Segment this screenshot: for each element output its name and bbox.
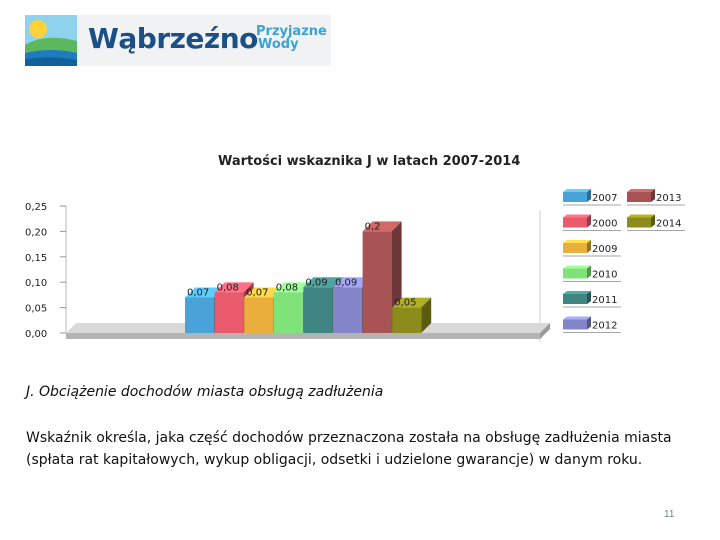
bar-top-2014 <box>392 297 432 308</box>
legend-swatch-top <box>627 189 655 192</box>
legend-swatch-side <box>587 189 591 202</box>
bar-2010 <box>273 292 303 333</box>
legend-swatch-side <box>587 240 591 253</box>
data-label-2014: 0,05 <box>394 298 416 309</box>
bar-2011 <box>303 287 333 333</box>
y-tick-label: 0,05 <box>25 304 47 315</box>
chart-floor-front <box>66 333 540 339</box>
legend-swatch <box>563 268 587 279</box>
logo-tagline-line2: Wody <box>258 37 299 52</box>
legend-swatch <box>563 294 587 304</box>
legend-label-2009: 2009 <box>592 244 617 255</box>
bar-2008 <box>214 292 244 333</box>
bar-chart: 0,00 0,05 0,10 0,15 0,20 0,25 0,07 0,08 0,07 0,08… <box>25 189 685 342</box>
legend-label-2000: 2000 <box>592 219 617 230</box>
data-label-2010: 0,08 <box>276 282 298 293</box>
logo-city-name: Wąbrzeźno <box>88 22 258 55</box>
legend-label-2010: 2010 <box>592 270 617 281</box>
data-label-2013: 0,2 <box>365 221 381 232</box>
section-description: Wskaźnik określa, jaka część dochodów pr… <box>26 430 672 468</box>
bar-2014 <box>392 307 422 333</box>
chart-title: Wartości wskaznika J w latach 2007-2014 <box>218 154 521 169</box>
y-tick-label: 0,10 <box>25 278 47 289</box>
legend-swatch-side <box>587 214 591 228</box>
bar-top-2008 <box>214 282 254 293</box>
legend-swatch-side <box>651 189 655 202</box>
legend-swatch <box>627 217 651 228</box>
bar-top-2009 <box>244 287 284 298</box>
legend-label-2012: 2012 <box>592 321 617 332</box>
legend-swatch <box>627 192 651 202</box>
bar-top-2010 <box>273 282 313 293</box>
bar-2009 <box>244 297 274 333</box>
legend-swatch <box>563 192 587 202</box>
bar-top-2007 <box>185 287 224 298</box>
y-tick-label: 0,00 <box>25 329 47 340</box>
data-label-2012: 0,09 <box>335 277 357 288</box>
y-tick-label: 0,20 <box>25 227 47 238</box>
logo-landscape-image <box>25 15 77 66</box>
section-title: J. Obciążenie dochodów miasta obsługą za… <box>26 384 384 400</box>
legend-swatch-top <box>563 265 591 269</box>
legend-swatch-top <box>563 240 591 243</box>
logo: Wąbrzeźno Przyjazne Wody <box>25 15 331 66</box>
legend-swatch-top <box>563 214 591 218</box>
bar-top-2011 <box>303 277 343 288</box>
logo-tagline: Przyjazne Wody <box>256 25 327 51</box>
bar-top-2012 <box>333 277 372 288</box>
data-label-2009: 0,07 <box>246 287 268 298</box>
y-tick-label: 0,25 <box>25 202 47 213</box>
legend-swatch-top <box>563 189 591 192</box>
page-number: 11 <box>664 509 675 520</box>
legend-swatch <box>563 243 587 253</box>
legend-label-2013: 2013 <box>656 193 681 204</box>
data-label-2008: 0,08 <box>217 282 239 293</box>
data-label-2011: 0,09 <box>305 277 327 288</box>
legend-label-2011: 2011 <box>592 295 617 306</box>
legend-swatch-top <box>563 291 591 294</box>
bar-2013 <box>362 231 392 333</box>
data-label-2007: 0,07 <box>187 287 209 298</box>
legend-label-2007: 2007 <box>592 193 617 204</box>
legend-swatch-side <box>651 214 655 228</box>
y-tick-label: 0,15 <box>25 253 47 264</box>
legend-swatch-top <box>563 316 591 320</box>
legend-swatch-top <box>627 214 655 218</box>
legend-swatch <box>563 319 587 330</box>
bar-top-2013 <box>362 221 402 232</box>
bar-2012 <box>333 287 362 333</box>
chart-floor-side <box>540 323 550 339</box>
legend-swatch-side <box>587 291 591 304</box>
bar-side-2014 <box>421 297 432 333</box>
legend-swatch-side <box>587 265 591 279</box>
legend-label-2014: 2014 <box>656 219 681 230</box>
legend-swatch-side <box>587 316 591 330</box>
bar-2007 <box>185 297 214 333</box>
legend-swatch <box>563 217 587 228</box>
logo-tagline-line1: Przyjazne <box>256 24 327 39</box>
